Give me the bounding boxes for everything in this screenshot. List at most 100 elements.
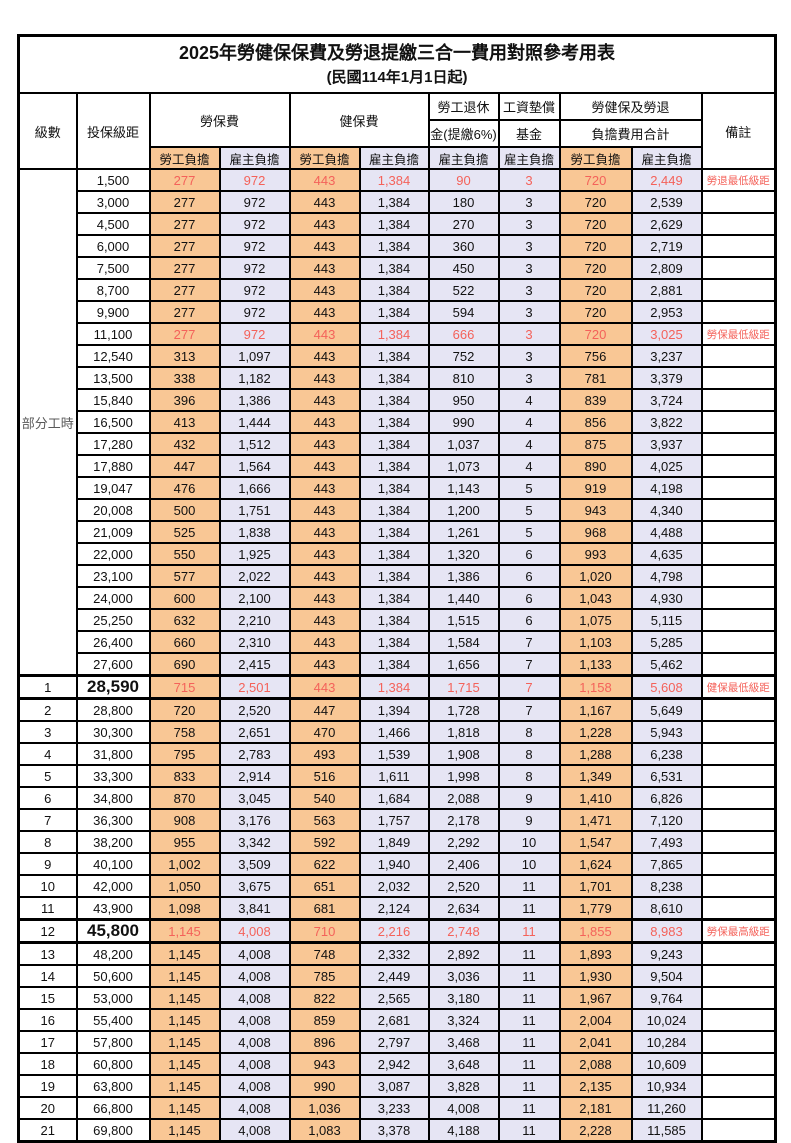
cell-labor-employee: 1,145 (148, 986, 221, 1010)
cell-total-employer: 7,865 (630, 852, 703, 876)
cell-health-employer: 1,384 (358, 212, 430, 236)
cell-note (700, 476, 777, 500)
cell-labor-employee: 1,145 (148, 964, 221, 988)
cell-health-employee: 443 (288, 608, 361, 632)
cell-labor-employer: 972 (218, 190, 291, 214)
cell-level: 3 (17, 720, 78, 744)
cell-health-employer: 1,384 (358, 168, 430, 192)
cell-labor-employee: 720 (148, 697, 221, 722)
cell-health-employer: 3,233 (358, 1096, 430, 1120)
cell-total-employee: 1,893 (558, 941, 633, 966)
cell-labor-employee: 550 (148, 542, 221, 566)
cell-total-employer: 4,025 (630, 454, 703, 478)
cell-wage-fund-employer: 10 (497, 830, 561, 854)
cell-bracket: 43,900 (75, 896, 151, 921)
cell-wage-fund-employer: 8 (497, 742, 561, 766)
cell-bracket: 27,600 (75, 652, 151, 677)
cell-health-employee: 651 (288, 874, 361, 898)
cell-labor-employee: 600 (148, 586, 221, 610)
cell-bracket: 45,800 (75, 918, 151, 944)
table-row: 7,500 277 972 443 1,384 450 3 720 2,809 (19, 256, 777, 280)
cell-total-employer: 3,937 (630, 432, 703, 456)
cell-labor-employer: 4,008 (218, 941, 291, 966)
cell-bracket: 50,600 (75, 964, 151, 988)
cell-total-employee: 1,288 (558, 742, 633, 766)
subheader-pension-employer: 雇主負擔 (427, 146, 500, 170)
cell-wage-fund-employer: 11 (497, 896, 561, 921)
cell-wage-fund-employer: 11 (497, 986, 561, 1010)
cell-pension-employer: 3,648 (427, 1052, 500, 1076)
cell-note (700, 344, 777, 368)
cell-pension-employer: 594 (427, 300, 500, 324)
cell-labor-employer: 1,386 (218, 388, 291, 412)
cell-total-employee: 720 (558, 256, 633, 280)
cell-note (700, 256, 777, 280)
cell-note (700, 410, 777, 434)
cell-wage-fund-employer: 6 (497, 564, 561, 588)
cell-health-employee: 443 (288, 498, 361, 522)
cell-health-employee: 447 (288, 697, 361, 722)
cell-bracket: 40,100 (75, 852, 151, 876)
cell-level: 20 (17, 1096, 78, 1120)
table-row: 3,000 277 972 443 1,384 180 3 720 2,539 (19, 190, 777, 214)
cell-labor-employee: 955 (148, 830, 221, 854)
table-row: 10 42,000 1,050 3,675 651 2,032 2,520 11 1,701 8,… (17, 874, 777, 898)
cell-health-employee: 443 (288, 300, 361, 324)
cell-pension-employer: 1,998 (427, 764, 500, 788)
cell-health-employee: 443 (288, 234, 361, 258)
table-row: 6 34,800 870 3,045 540 1,684 2,088 9 1,410 6,826 (17, 786, 777, 810)
cell-total-employer: 8,983 (630, 918, 703, 944)
cell-total-employee: 1,103 (558, 630, 633, 654)
cell-health-employer: 2,797 (358, 1030, 430, 1054)
cell-health-employee: 710 (288, 918, 361, 944)
cell-health-employer: 1,384 (358, 542, 430, 566)
cell-labor-employer: 1,182 (218, 366, 291, 390)
cell-health-employer: 1,384 (358, 300, 430, 324)
cell-bracket: 28,590 (75, 674, 151, 700)
cell-wage-fund-employer: 7 (497, 674, 561, 700)
cell-note (700, 964, 777, 988)
cell-bracket: 22,000 (75, 542, 151, 566)
cell-bracket: 20,008 (75, 498, 151, 522)
cell-health-employer: 1,384 (358, 630, 430, 654)
cell-health-employer: 1,384 (358, 608, 430, 632)
cell-note (700, 1096, 777, 1120)
cell-note (700, 720, 777, 744)
cell-health-employer: 2,565 (358, 986, 430, 1010)
cell-health-employee: 563 (288, 808, 361, 832)
cell-health-employer: 1,384 (358, 190, 430, 214)
subheader-total-employee: 勞工負擔 (558, 146, 633, 170)
cell-labor-employee: 660 (148, 630, 221, 654)
cell-total-employee: 1,075 (558, 608, 633, 632)
cell-note (700, 896, 777, 921)
col-header-total-line1: 勞健保及勞退 (558, 92, 703, 121)
cell-labor-employer: 2,501 (218, 674, 291, 700)
cell-labor-employer: 1,925 (218, 542, 291, 566)
cell-note (700, 542, 777, 566)
cell-note (700, 1008, 777, 1032)
cell-health-employer: 1,849 (358, 830, 430, 854)
cell-note (700, 212, 777, 236)
cell-total-employee: 1,228 (558, 720, 633, 744)
cell-pension-employer: 1,037 (427, 432, 500, 456)
cell-health-employer: 2,332 (358, 941, 430, 966)
cell-total-employee: 1,167 (558, 697, 633, 722)
cell-health-employer: 2,032 (358, 874, 430, 898)
cell-total-employee: 1,701 (558, 874, 633, 898)
cell-health-employer: 1,466 (358, 720, 430, 744)
table-row: 9,900 277 972 443 1,384 594 3 720 2,953 (19, 300, 777, 324)
cell-wage-fund-employer: 5 (497, 498, 561, 522)
cell-labor-employee: 1,145 (148, 918, 221, 944)
cell-note (700, 498, 777, 522)
cell-total-employer: 11,260 (630, 1096, 703, 1120)
cell-health-employee: 540 (288, 786, 361, 810)
cell-labor-employee: 1,145 (148, 1052, 221, 1076)
cell-pension-employer: 1,440 (427, 586, 500, 610)
cell-note (700, 1074, 777, 1098)
cell-labor-employer: 4,008 (218, 1030, 291, 1054)
cell-total-employee: 919 (558, 476, 633, 500)
cell-wage-fund-employer: 3 (497, 168, 561, 192)
cell-health-employer: 1,384 (358, 674, 430, 700)
col-header-health-insurance: 健保費 (288, 92, 430, 148)
col-header-wage-fund-line2: 基金 (497, 119, 561, 148)
